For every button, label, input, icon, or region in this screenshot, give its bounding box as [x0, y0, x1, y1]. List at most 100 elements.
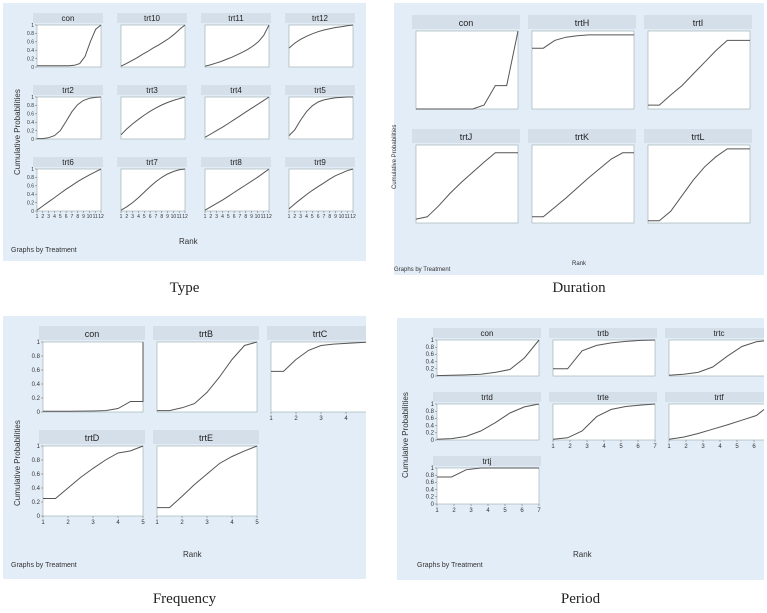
- x-tick-label: 12: [98, 214, 104, 220]
- plot-area: [436, 467, 540, 505]
- plot-area: [270, 341, 372, 413]
- panel-title: con: [481, 329, 494, 338]
- x-tick-label: 5: [141, 520, 145, 526]
- y-tick-label: 0.2: [426, 367, 435, 373]
- panel-header: [285, 13, 355, 23]
- x-tick-label: 1: [155, 520, 159, 526]
- series-line-trtE: [157, 445, 258, 509]
- x-tick-label: 7: [537, 508, 541, 514]
- x-tick-label: 3: [131, 214, 134, 220]
- x-tick-label: 1: [120, 214, 123, 220]
- series-line-trtj: [437, 467, 539, 478]
- y-tick-label: 1: [431, 466, 435, 472]
- plot-area: [647, 144, 751, 224]
- plot-area: [156, 341, 258, 413]
- x-tick-label: 2: [568, 444, 572, 450]
- plot-area: [120, 24, 186, 68]
- plot-area: [120, 168, 186, 212]
- plot-area: [204, 24, 270, 68]
- series-line-trt2: [37, 96, 102, 140]
- plot-area: [288, 168, 354, 212]
- panel-trtI: trtI: [644, 15, 752, 110]
- y-tick-label: 0.2: [27, 56, 34, 62]
- series-line-con: [43, 342, 144, 412]
- panel-trtH: trtH: [528, 15, 636, 110]
- x-tick-label: 11: [177, 214, 182, 220]
- y-tick-label: 0.2: [32, 396, 41, 402]
- x-tick-label: 3: [215, 214, 218, 220]
- x-tick-label: 5: [311, 214, 314, 220]
- y-tick-label: 0.4: [27, 192, 34, 198]
- panel-header: [117, 85, 187, 95]
- y-tick-label: 0.6: [426, 352, 435, 358]
- type-caption: Type: [169, 280, 200, 296]
- panel-trtC: trtC12345: [267, 326, 373, 422]
- x-tick-label: 2: [294, 416, 298, 422]
- panel-title: trt5: [314, 86, 326, 95]
- y-tick-label: 0.2: [32, 500, 41, 506]
- y-tick-label: 0.4: [426, 487, 435, 493]
- x-tick-label: 12: [182, 214, 188, 220]
- plot-area: [531, 30, 635, 110]
- panel-header: [33, 85, 103, 95]
- panel-title: trtI: [693, 18, 704, 28]
- period-caption: Period: [560, 591, 601, 607]
- x-tick-label: 10: [255, 214, 261, 220]
- duration-y-axis-label: Cumulative Probabilities: [392, 124, 398, 189]
- series-line-trt7: [120, 168, 186, 211]
- y-tick-label: 0.6: [426, 480, 435, 486]
- y-tick-label: 0.8: [426, 409, 435, 415]
- series-line-con: [37, 24, 102, 67]
- panel-header: [39, 326, 145, 340]
- y-tick-label: 1: [31, 95, 34, 101]
- x-tick-label: 1: [204, 214, 207, 220]
- x-tick-label: 1: [288, 214, 291, 220]
- x-tick-label: 4: [344, 416, 348, 422]
- panel-header: [33, 157, 103, 167]
- x-tick-label: 9: [82, 214, 85, 220]
- panel-trtb: trtb: [549, 328, 657, 377]
- panel-header: [433, 456, 541, 466]
- series-line-trtb: [553, 339, 656, 370]
- panel-trt11: trt11: [201, 13, 271, 68]
- x-tick-label: 3: [585, 444, 589, 450]
- x-tick-label: 6: [233, 214, 236, 220]
- x-tick-label: 7: [155, 214, 158, 220]
- panel-header: [285, 157, 355, 167]
- x-tick-label: 11: [93, 214, 98, 220]
- y-tick-label: 0.8: [27, 103, 34, 109]
- panel-header: [528, 15, 636, 29]
- x-tick-label: 5: [143, 214, 146, 220]
- x-tick-label: 3: [47, 214, 50, 220]
- panel-title: con: [85, 329, 100, 339]
- panel-header: [153, 326, 259, 340]
- type-y-axis-label: Cumulative Probabilities: [13, 89, 22, 175]
- panel-title: trtc: [713, 329, 724, 338]
- series-line-trte: [552, 403, 656, 440]
- panel-con: con 0 0.2 0.4 0.6 0.8 1: [32, 326, 145, 416]
- y-tick-label: 0.2: [27, 200, 34, 206]
- plot-area: [36, 168, 102, 212]
- panel-header: [665, 328, 767, 338]
- y-tick-label: 0.6: [27, 40, 34, 46]
- x-tick-label: 8: [244, 214, 247, 220]
- panel-header: [549, 392, 657, 402]
- panel-title: trt2: [62, 86, 74, 95]
- type-figure: con 0 0.2 0.4 0.6 0.8 1 trt10 trt11 trt12 trt2 0 0.2…: [3, 3, 366, 261]
- y-tick-label: 0: [37, 410, 41, 416]
- x-tick-label: 2: [41, 214, 44, 220]
- panel-title: trt12: [312, 14, 329, 23]
- panel-trtc: trtc: [665, 328, 767, 377]
- series-line-trt6: [36, 168, 102, 211]
- x-tick-label: 1: [269, 416, 273, 422]
- frequency-graphs-by-note: Graphs by Treatment: [11, 562, 77, 569]
- series-line-trtd: [436, 403, 540, 440]
- y-tick-label: 1: [37, 444, 41, 450]
- series-line-trt4: [204, 96, 270, 138]
- y-tick-label: 0.2: [27, 128, 34, 134]
- y-tick-label: 0: [37, 514, 41, 520]
- y-tick-label: 0.6: [426, 416, 435, 422]
- duration-graphs-by-note: Graphs by Treatment: [394, 267, 451, 273]
